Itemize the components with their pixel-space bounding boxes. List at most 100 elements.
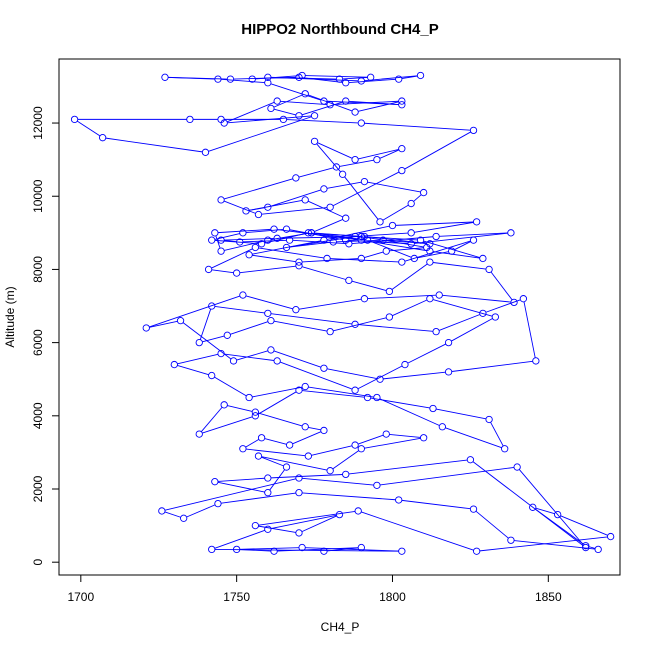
series-segment bbox=[395, 221, 474, 226]
data-point bbox=[326, 101, 334, 109]
data-point bbox=[338, 170, 347, 178]
data-point bbox=[245, 393, 253, 402]
data-point bbox=[410, 254, 418, 263]
series-segment bbox=[357, 434, 384, 445]
series-segment bbox=[305, 547, 399, 552]
data-point bbox=[220, 119, 228, 127]
y-tick-label: 2000 bbox=[31, 475, 45, 502]
x-axis-label: CH4_P bbox=[321, 620, 360, 634]
data-point bbox=[267, 346, 275, 354]
series-segment bbox=[269, 469, 285, 491]
series-segment bbox=[261, 207, 328, 215]
series-segment bbox=[255, 75, 299, 80]
series-segment bbox=[245, 438, 260, 448]
data-point bbox=[217, 236, 225, 244]
x-tick-label: 1800 bbox=[379, 590, 406, 604]
series-segment bbox=[301, 101, 343, 116]
data-point bbox=[295, 112, 303, 120]
data-point bbox=[469, 126, 478, 135]
data-point bbox=[469, 505, 478, 513]
data-point bbox=[351, 386, 359, 394]
series-segment bbox=[223, 200, 256, 214]
data-point bbox=[217, 247, 225, 255]
data-point bbox=[320, 236, 328, 244]
series-segment bbox=[438, 314, 481, 331]
data-point bbox=[360, 295, 369, 303]
data-point bbox=[295, 474, 303, 482]
data-point bbox=[398, 166, 406, 175]
series-segment bbox=[298, 298, 362, 310]
data-point bbox=[257, 240, 266, 248]
data-point bbox=[357, 254, 365, 263]
data-point bbox=[342, 470, 350, 479]
data-point bbox=[251, 408, 260, 416]
series-segment bbox=[364, 240, 427, 252]
data-point bbox=[304, 229, 312, 237]
data-point bbox=[310, 112, 319, 120]
series-segment bbox=[214, 305, 265, 314]
data-point bbox=[469, 236, 478, 244]
series-segment bbox=[305, 75, 368, 78]
series-segment bbox=[258, 525, 296, 533]
data-point bbox=[351, 108, 359, 116]
y-tick-label: 6000 bbox=[31, 329, 45, 356]
data-point bbox=[357, 232, 365, 241]
data-point bbox=[357, 119, 365, 127]
plot-area-frame bbox=[58, 58, 621, 576]
data-point bbox=[407, 240, 415, 248]
series-segment bbox=[301, 266, 346, 280]
series-segment bbox=[442, 294, 511, 303]
data-point bbox=[379, 236, 387, 244]
data-point bbox=[529, 503, 537, 511]
series-segment bbox=[273, 94, 303, 108]
chart-title: HIPPO2 Northbound CH4_P bbox=[241, 21, 439, 38]
data-point bbox=[354, 507, 362, 515]
series-segment bbox=[308, 386, 374, 398]
data-point bbox=[485, 415, 493, 424]
series-segment bbox=[164, 478, 296, 511]
series-line bbox=[77, 75, 608, 552]
series-segment bbox=[370, 240, 412, 258]
data-point bbox=[229, 357, 238, 365]
series-segment bbox=[301, 515, 337, 533]
series-segment bbox=[445, 427, 502, 449]
data-point bbox=[214, 75, 222, 83]
series-segment bbox=[273, 350, 322, 368]
data-point bbox=[444, 338, 453, 347]
series-segment bbox=[358, 101, 399, 112]
series-segment bbox=[286, 119, 359, 124]
series-segment bbox=[451, 360, 533, 372]
series-segment bbox=[439, 232, 508, 237]
series-segment bbox=[261, 456, 284, 467]
series-segment bbox=[514, 540, 596, 550]
series-segment bbox=[239, 547, 299, 550]
data-point bbox=[217, 349, 225, 358]
data-point bbox=[273, 97, 281, 105]
series-segment bbox=[436, 408, 487, 420]
data-point bbox=[264, 79, 272, 87]
series-segment bbox=[257, 391, 297, 415]
series-segment bbox=[230, 321, 269, 335]
series-segment bbox=[258, 247, 324, 259]
data-point bbox=[295, 529, 303, 537]
data-point bbox=[382, 430, 390, 438]
series-segment bbox=[214, 233, 240, 240]
data-point bbox=[373, 393, 381, 402]
data-point bbox=[326, 467, 334, 475]
y-axis: 0 2000 4000 6000 8000 10000 12000 bbox=[31, 106, 60, 566]
data-point bbox=[204, 265, 213, 274]
data-point bbox=[398, 258, 406, 266]
series-segment bbox=[202, 416, 253, 434]
series-segment bbox=[327, 100, 399, 106]
data-point bbox=[432, 232, 440, 241]
data-point bbox=[295, 258, 303, 266]
data-point bbox=[245, 251, 253, 259]
series-segment bbox=[342, 77, 368, 80]
series-segment bbox=[270, 313, 352, 325]
series-segment bbox=[407, 343, 446, 364]
data-point bbox=[267, 104, 275, 113]
data-point bbox=[239, 445, 247, 453]
series-segment bbox=[326, 225, 390, 240]
data-point bbox=[232, 545, 241, 554]
data-point bbox=[195, 430, 203, 438]
